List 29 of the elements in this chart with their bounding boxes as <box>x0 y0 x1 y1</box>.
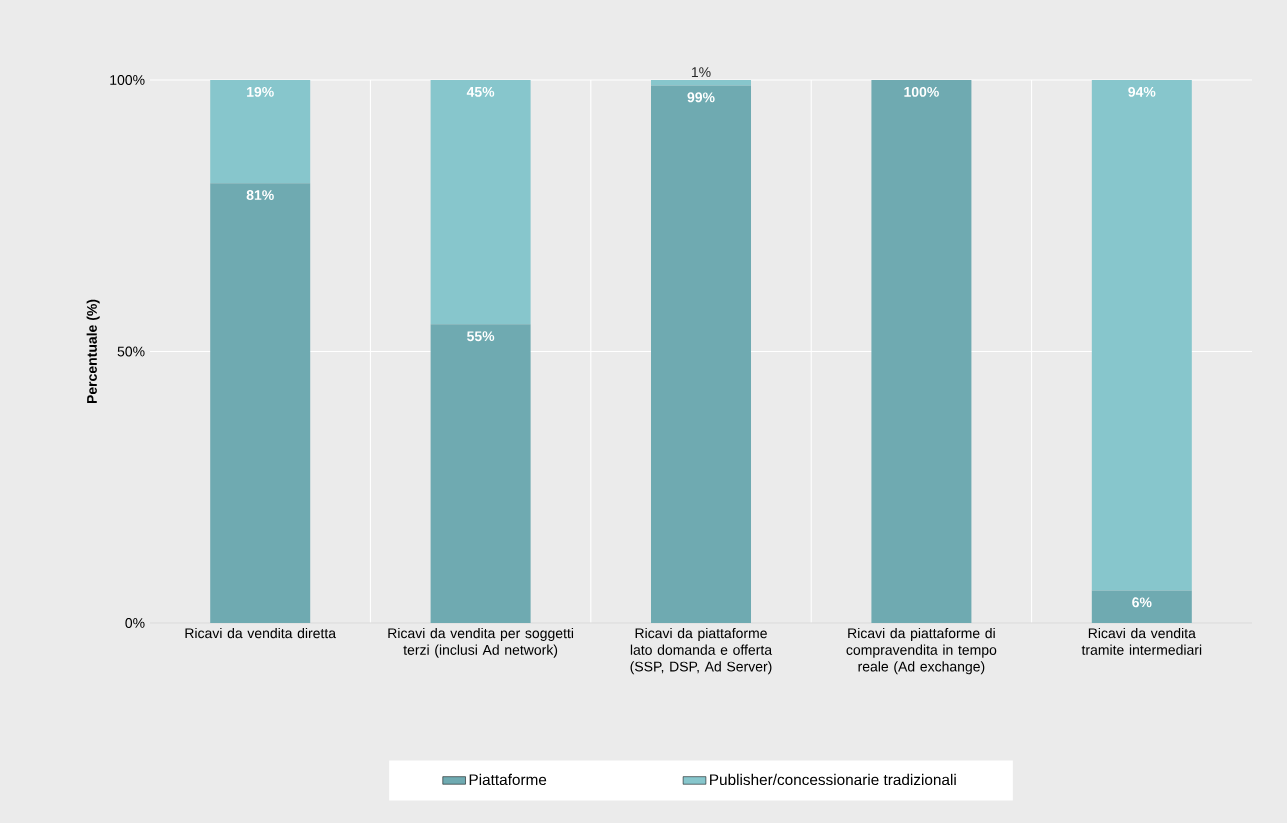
y-tick-label: 100% <box>110 75 145 85</box>
data-label: 94% <box>1128 86 1156 97</box>
bar <box>1091 590 1192 623</box>
data-label: 19% <box>247 86 274 97</box>
y-axis-title: Percentuale (%) <box>86 299 100 404</box>
bar <box>210 183 311 623</box>
data-label: 6% <box>1132 597 1152 608</box>
bar <box>651 79 752 86</box>
legend-label: Publisher/concessionarie tradizionali <box>710 773 956 786</box>
data-label: 99% <box>687 92 715 103</box>
data-label: 81% <box>246 190 274 201</box>
y-tick-label: 0% <box>125 618 145 628</box>
x-tick-label: Ricavi da piattaforme lato domanda e offerta (SSP, DSP, Ad Server) <box>630 627 773 675</box>
bar <box>210 79 311 184</box>
bar <box>430 324 531 623</box>
data-label: 45% <box>466 86 495 97</box>
data-label: 100% <box>904 86 939 97</box>
x-tick-label: Ricavi da vendita diretta <box>185 627 337 639</box>
y-tick-label: 50% <box>117 346 145 357</box>
bar <box>430 79 531 325</box>
bar <box>651 85 752 623</box>
bar <box>871 79 972 623</box>
bar <box>1091 79 1192 591</box>
x-tick-label: Ricavi da vendita tramite intermediari <box>1081 627 1202 655</box>
data-label: 1% <box>691 67 711 78</box>
x-tick-label: Ricavi da vendita per soggetti terzi (inclusi Ad network) <box>388 627 574 658</box>
x-tick-label: Ricavi da piattaforme di compravendita in tempo reale (Ad exchange) <box>846 627 997 675</box>
data-label: 55% <box>467 331 495 342</box>
legend-label: Piattaforme <box>469 773 547 786</box>
